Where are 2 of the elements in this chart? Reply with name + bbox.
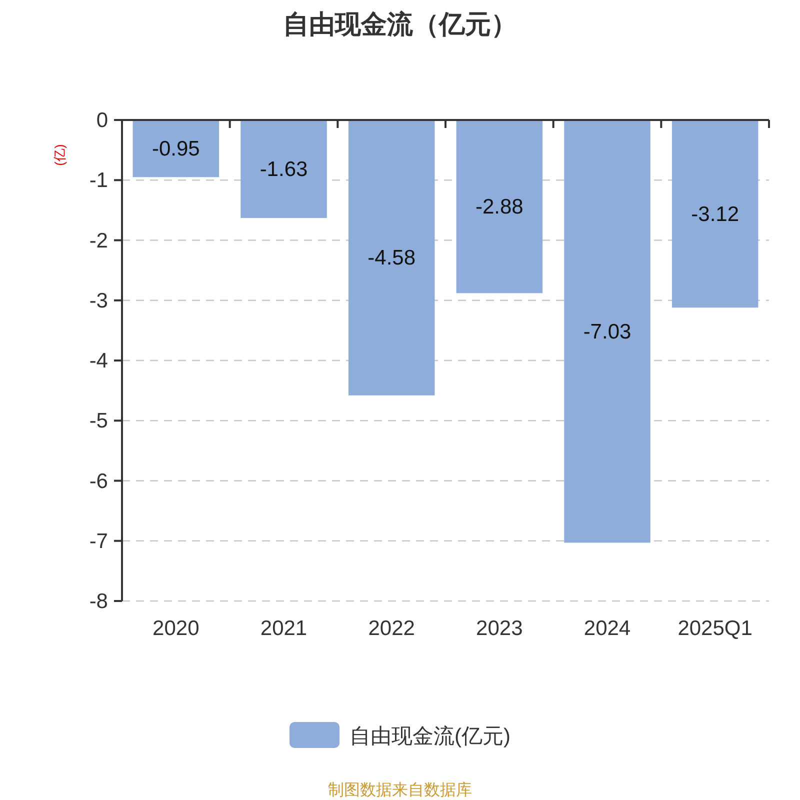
title: 自由现金流（亿元） — [283, 9, 517, 39]
annotation: 制图数据来自数据库 — [328, 782, 472, 799]
